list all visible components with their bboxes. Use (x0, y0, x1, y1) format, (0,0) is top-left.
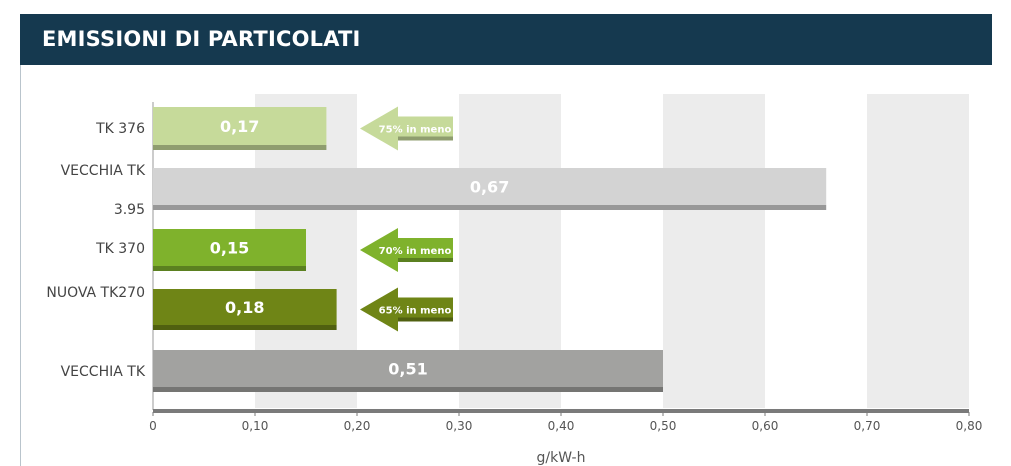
bar-value-label: 0,18 (225, 298, 264, 317)
category-label: VECCHIA TK (61, 364, 146, 380)
x-tick-label: 0,30 (446, 419, 473, 433)
x-tick-label: 0 (149, 419, 157, 433)
bar-shadow (153, 325, 337, 330)
bar (153, 289, 337, 325)
category-label: 3.95 (114, 202, 145, 218)
bar-annotation: 70% in meno (379, 246, 452, 257)
bar (153, 168, 827, 205)
category-label: VECCHIA TK (61, 163, 146, 179)
arrow-shadow (398, 258, 453, 262)
bar-shadow (153, 266, 306, 271)
x-tick-label: 0,60 (752, 419, 779, 433)
x-axis-line (153, 409, 969, 413)
x-tick-label: 0,20 (344, 419, 371, 433)
x-tick-label: 0,50 (650, 419, 677, 433)
bar-shadow (153, 145, 327, 150)
category-label: 3.74 (114, 0, 145, 4)
x-tick-label: 0,70 (854, 419, 881, 433)
bar-value-label: 0,67 (470, 178, 509, 197)
bar-value-label: 0,51 (388, 360, 427, 379)
bar-annotation: 75% in meno (379, 125, 452, 136)
arrow-shadow (398, 136, 453, 141)
x-tick-label: 0,10 (242, 419, 269, 433)
bar-shadow (153, 387, 663, 392)
grid-band (867, 94, 969, 408)
category-label: NUOVA TK270 (46, 285, 145, 301)
x-tick-label: 0,80 (956, 419, 983, 433)
x-tick-label: 0,40 (548, 419, 575, 433)
grid-band (663, 94, 765, 408)
category-label: TK 370 (95, 241, 145, 257)
x-axis-label: g/kW-h (537, 450, 586, 466)
frame-border (20, 14, 21, 466)
chart-title: EMISSIONI DI PARTICOLATI (42, 27, 361, 51)
bar-value-label: 0,15 (210, 239, 249, 258)
bar-annotation: 65% in meno (379, 306, 452, 317)
category-label: TK 376 (95, 121, 145, 137)
title-bar (20, 14, 992, 65)
bar (153, 229, 306, 266)
bar (153, 107, 327, 145)
bar (153, 350, 663, 387)
bar-shadow (153, 205, 827, 210)
bar-value-label: 0,17 (220, 117, 259, 136)
arrow-shadow (398, 317, 453, 322)
